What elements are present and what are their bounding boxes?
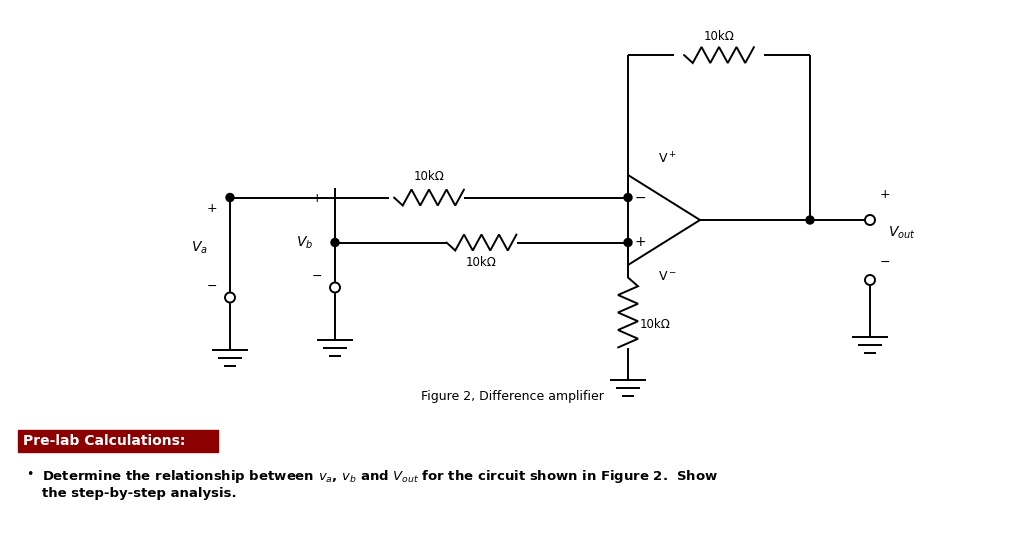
Text: +: + <box>634 236 646 250</box>
Text: V$^-$: V$^-$ <box>658 270 677 283</box>
Circle shape <box>865 215 874 225</box>
Text: +: + <box>880 188 890 202</box>
Circle shape <box>330 282 340 293</box>
Circle shape <box>806 216 814 224</box>
Text: •: • <box>27 468 34 481</box>
Circle shape <box>225 293 234 302</box>
Text: Pre-lab Calculations:: Pre-lab Calculations: <box>23 434 185 448</box>
Text: −: − <box>207 280 217 293</box>
Circle shape <box>226 194 234 202</box>
Text: −: − <box>634 190 646 204</box>
Circle shape <box>865 275 874 285</box>
Circle shape <box>624 194 632 202</box>
Text: −: − <box>880 256 890 268</box>
Text: +: + <box>311 193 323 206</box>
Text: Figure 2, Difference amplifier: Figure 2, Difference amplifier <box>421 390 603 403</box>
Text: V$^+$: V$^+$ <box>658 152 677 167</box>
Text: 10kΩ: 10kΩ <box>466 257 497 270</box>
Text: 10kΩ: 10kΩ <box>703 30 734 43</box>
Text: Determine the relationship between $v_a$, $v_b$ and $V_{out}$ for the circuit sh: Determine the relationship between $v_a$… <box>42 468 718 485</box>
Bar <box>18 430 218 452</box>
Text: V$_{out}$: V$_{out}$ <box>888 225 915 242</box>
Text: 10kΩ: 10kΩ <box>640 318 671 331</box>
Text: V$_b$: V$_b$ <box>296 235 313 251</box>
Text: +: + <box>207 202 217 216</box>
Text: the step-by-step analysis.: the step-by-step analysis. <box>42 487 237 500</box>
Text: 10kΩ: 10kΩ <box>414 171 444 183</box>
Text: V$_a$: V$_a$ <box>191 239 208 256</box>
Circle shape <box>624 238 632 246</box>
Circle shape <box>331 238 339 246</box>
Text: −: − <box>311 270 323 282</box>
